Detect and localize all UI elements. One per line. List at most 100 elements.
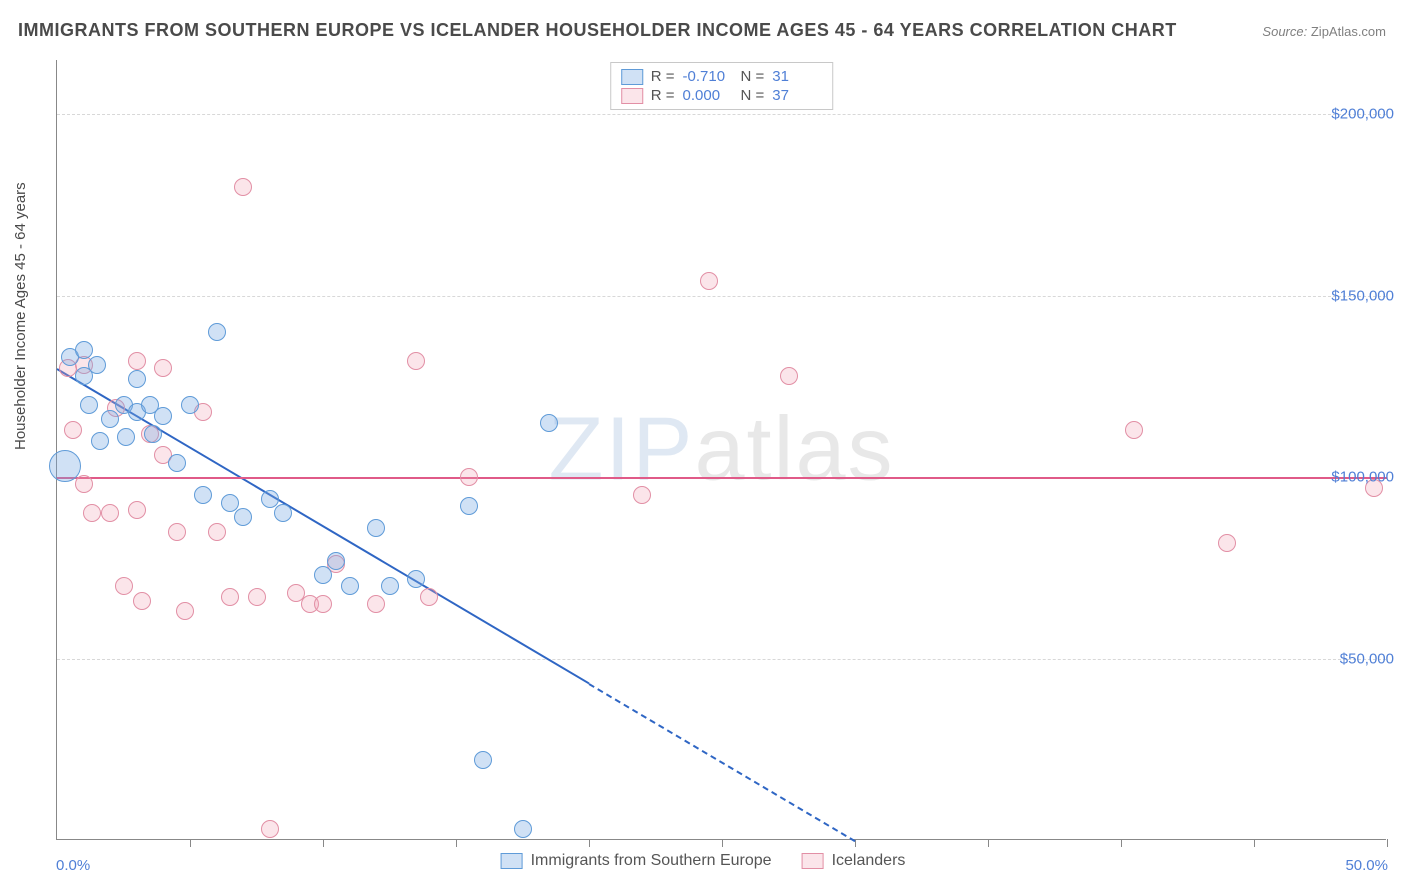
gridline (57, 114, 1386, 115)
data-point (176, 602, 194, 620)
legend-item-pink: Icelanders (802, 852, 906, 870)
n-value-blue: 31 (772, 68, 822, 85)
data-point (261, 490, 279, 508)
source-label: Source: (1262, 24, 1307, 39)
y-tick-label: $200,000 (1331, 106, 1394, 123)
data-point (194, 486, 212, 504)
data-point (261, 820, 279, 838)
chart-title: IMMIGRANTS FROM SOUTHERN EUROPE VS ICELA… (18, 20, 1177, 41)
data-point (248, 588, 266, 606)
data-point (381, 577, 399, 595)
correlation-legend: R = -0.710 N = 31 R = 0.000 N = 37 (610, 62, 834, 110)
watermark-part-a: ZIP (548, 399, 694, 499)
data-point (221, 494, 239, 512)
data-point (144, 425, 162, 443)
r-value-blue: -0.710 (683, 68, 733, 85)
data-point (128, 370, 146, 388)
x-tick (988, 839, 989, 847)
data-point (101, 410, 119, 428)
swatch-pink (802, 853, 824, 869)
data-point (128, 501, 146, 519)
x-axis-start: 0.0% (56, 857, 90, 874)
watermark: ZIPatlas (548, 398, 894, 501)
trendline (57, 477, 1387, 479)
data-point (460, 468, 478, 486)
series-name-blue: Immigrants from Southern Europe (531, 852, 772, 870)
data-point (234, 178, 252, 196)
y-tick-label: $50,000 (1340, 650, 1394, 667)
gridline (57, 296, 1386, 297)
data-point (181, 396, 199, 414)
x-tick (323, 839, 324, 847)
data-point (154, 407, 172, 425)
data-point (221, 588, 239, 606)
data-point (101, 504, 119, 522)
source-value: ZipAtlas.com (1311, 24, 1386, 39)
data-point (1218, 534, 1236, 552)
data-point (83, 504, 101, 522)
x-tick (456, 839, 457, 847)
x-tick (1387, 839, 1388, 847)
data-point (780, 367, 798, 385)
data-point (514, 820, 532, 838)
data-point (540, 414, 558, 432)
data-point (234, 508, 252, 526)
data-point (407, 570, 425, 588)
legend-item-blue: Immigrants from Southern Europe (501, 852, 772, 870)
trendline-extrapolated (588, 683, 855, 842)
series-name-pink: Icelanders (832, 852, 906, 870)
data-point (700, 272, 718, 290)
n-value-pink: 37 (772, 87, 822, 104)
y-axis-label: Householder Income Ages 45 - 64 years (12, 182, 29, 450)
legend-row-blue: R = -0.710 N = 31 (621, 67, 823, 86)
data-point (341, 577, 359, 595)
n-label: N = (741, 87, 765, 104)
data-point (474, 751, 492, 769)
x-tick (1254, 839, 1255, 847)
x-tick (589, 839, 590, 847)
data-point (91, 432, 109, 450)
data-point (75, 341, 93, 359)
data-point (633, 486, 651, 504)
data-point (49, 450, 81, 482)
data-point (80, 396, 98, 414)
gridline (57, 659, 1386, 660)
data-point (168, 523, 186, 541)
source-attribution: Source: ZipAtlas.com (1262, 24, 1386, 39)
r-label: R = (651, 87, 675, 104)
swatch-blue (501, 853, 523, 869)
data-point (64, 421, 82, 439)
data-point (327, 552, 345, 570)
r-label: R = (651, 68, 675, 85)
data-point (88, 356, 106, 374)
data-point (367, 519, 385, 537)
scatter-plot: ZIPatlas R = -0.710 N = 31 R = 0.000 N =… (56, 60, 1386, 840)
data-point (1125, 421, 1143, 439)
data-point (460, 497, 478, 515)
x-tick (190, 839, 191, 847)
data-point (208, 523, 226, 541)
watermark-part-b: atlas (694, 399, 894, 499)
legend-row-pink: R = 0.000 N = 37 (621, 86, 823, 105)
y-tick-label: $100,000 (1331, 469, 1394, 486)
r-value-pink: 0.000 (683, 87, 733, 104)
data-point (168, 454, 186, 472)
data-point (133, 592, 151, 610)
data-point (274, 504, 292, 522)
x-tick (1121, 839, 1122, 847)
swatch-blue (621, 69, 643, 85)
series-legend: Immigrants from Southern Europe Icelande… (493, 852, 914, 870)
data-point (407, 352, 425, 370)
y-tick-label: $150,000 (1331, 287, 1394, 304)
swatch-pink (621, 88, 643, 104)
data-point (115, 577, 133, 595)
x-tick (722, 839, 723, 847)
data-point (154, 359, 172, 377)
data-point (208, 323, 226, 341)
data-point (117, 428, 135, 446)
data-point (75, 475, 93, 493)
data-point (420, 588, 438, 606)
n-label: N = (741, 68, 765, 85)
data-point (314, 566, 332, 584)
x-axis-end: 50.0% (1345, 857, 1388, 874)
